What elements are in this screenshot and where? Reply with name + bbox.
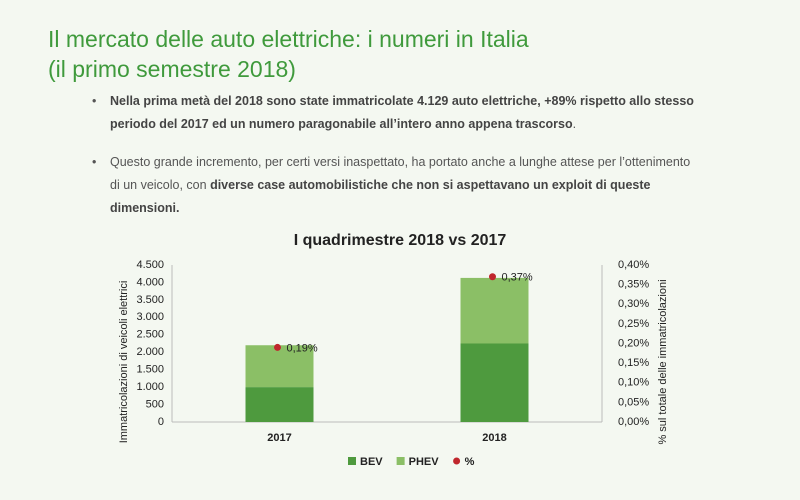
y2-tick-label: 0,40%: [618, 259, 649, 271]
bullet-text: Nella prima metà del 2018 sono state imm…: [110, 94, 694, 131]
data-label: 0,19%: [287, 342, 318, 354]
y-tick-label: 0: [158, 416, 164, 428]
y-tick-label: 4.000: [136, 276, 164, 288]
y-tick-label: 2.500: [136, 329, 164, 341]
point: [489, 273, 496, 281]
bullet: Questo grande incremento, per certi vers…: [92, 151, 700, 220]
bullet-text: Questo grande incremento, per certi vers…: [110, 155, 691, 192]
bullet-text: diverse case automobilistiche che non si…: [110, 178, 651, 215]
data-label: 0,37%: [502, 272, 533, 284]
legend-marker: [396, 457, 405, 465]
legend-label: %: [465, 456, 475, 468]
bar: [245, 387, 314, 422]
y2-tick-label: 0,25%: [618, 318, 649, 330]
bar: [245, 345, 314, 388]
y2-tick-label: 0,00%: [618, 416, 649, 428]
y2-tick-label: 0,35%: [618, 279, 649, 291]
legend-marker: [453, 457, 461, 465]
y2-tick-label: 0,15%: [618, 357, 649, 369]
y-tick-label: 500: [146, 398, 164, 410]
legend-label: BEV: [360, 456, 383, 468]
bullet: Nella prima metà del 2018 sono state imm…: [92, 90, 700, 136]
y-tick-label: 1.000: [136, 381, 164, 393]
y-tick-label: 3.000: [136, 311, 164, 323]
title-line: Il mercato delle auto elettriche: i nume…: [48, 24, 529, 54]
y-tick-label: 1.500: [136, 364, 164, 376]
bar: [460, 277, 529, 344]
bar: [460, 343, 529, 422]
y2-axis-label: % sul totale delle immatricolazioni: [657, 279, 669, 444]
y-tick-label: 4.500: [136, 259, 164, 271]
y2-tick-label: 0,05%: [618, 396, 649, 408]
legend-marker: [348, 457, 356, 465]
legend-label: PHEV: [409, 456, 440, 468]
header: Il mercato delle auto elettriche: i nume…: [48, 24, 529, 84]
y2-tick-label: 0,30%: [618, 298, 649, 310]
bullets: Nella prima metà del 2018 sono state imm…: [92, 90, 700, 235]
title-main: Il mercato delle auto elettriche:: [48, 26, 362, 52]
y-axis-label: Immatricolazioni di veicoli elettrici: [118, 281, 130, 444]
y-tick-label: 3.500: [136, 294, 164, 306]
title-rest: i numeri in Italia: [367, 26, 529, 52]
chart-title: I quadrimestre 2018 vs 2017: [294, 232, 507, 249]
subtitle: (il primo semestre 2018): [48, 56, 296, 82]
x-tick-label: 2017: [267, 432, 291, 444]
x-tick-label: 2018: [482, 432, 506, 444]
y2-tick-label: 0,20%: [618, 337, 649, 349]
y-tick-label: 2.000: [136, 346, 164, 358]
point: [274, 343, 281, 351]
bullet-text: .: [572, 117, 577, 131]
y2-tick-label: 0,10%: [618, 377, 649, 389]
